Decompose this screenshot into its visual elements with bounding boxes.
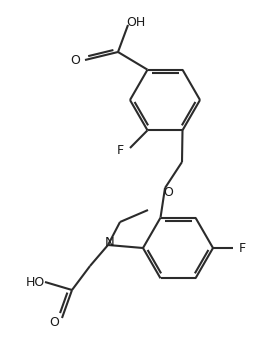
- Text: HO: HO: [25, 277, 45, 290]
- Text: O: O: [49, 316, 59, 328]
- Text: F: F: [238, 241, 246, 254]
- Text: N: N: [105, 236, 115, 249]
- Text: F: F: [116, 143, 124, 156]
- Text: O: O: [70, 54, 80, 67]
- Text: O: O: [163, 185, 173, 198]
- Text: OH: OH: [126, 17, 146, 29]
